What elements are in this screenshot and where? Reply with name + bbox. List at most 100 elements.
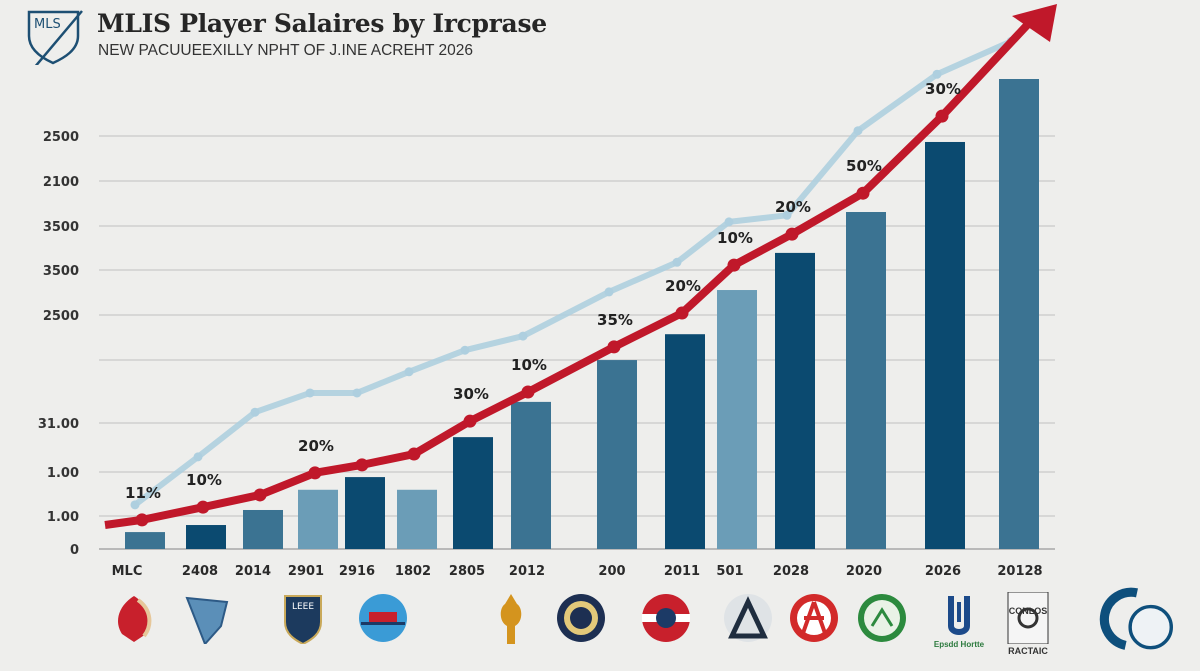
- bar-2026: [925, 141, 965, 550]
- secondary-line-point: [305, 388, 315, 398]
- secondary-line-point: [604, 287, 614, 297]
- trend-arrowhead-icon: [1012, 4, 1057, 42]
- box-ball-crest-icon: [1002, 591, 1054, 645]
- bar-20128: [999, 79, 1039, 549]
- x-tick-label: 2014: [235, 564, 271, 579]
- x-tick-label: 2805: [449, 564, 485, 579]
- spartan-helmet-crest-icon: [485, 592, 537, 644]
- chart-title: MLIS Player Salaires by Ircprase: [97, 9, 547, 38]
- navy-u-crest-caption: Epsdd Hortte: [933, 640, 985, 649]
- red-line-point: [856, 186, 870, 200]
- green-roundel-crest-icon: [856, 592, 908, 644]
- y-tick-label: 2500: [43, 309, 79, 324]
- x-tick-label: 2408: [182, 564, 218, 579]
- chart: 0 1.00 1.00 31.00 2500 3500 3500 2100 2500 MLC 240…: [38, 4, 1057, 579]
- y-tick-label: 3500: [43, 264, 79, 279]
- point-label: 30%: [453, 385, 489, 403]
- bar-MLC: [125, 532, 165, 549]
- svg-text:MLS: MLS: [34, 17, 61, 32]
- secondary-line-point: [932, 69, 942, 79]
- x-tick-label: 2012: [509, 564, 545, 579]
- point-label: 10%: [186, 471, 222, 489]
- y-tick-label: 3500: [43, 220, 79, 235]
- red-line-point: [521, 385, 535, 399]
- bar-2011: [665, 334, 705, 549]
- red-line-point: [407, 447, 421, 461]
- red-line-point: [727, 258, 741, 272]
- bar-501: [717, 290, 757, 549]
- point-label: 30%: [925, 80, 961, 98]
- bar-2916: [345, 477, 385, 549]
- red-line-point: [355, 458, 369, 472]
- bar-200: [597, 360, 637, 549]
- box-ball-crest-lettering: CONLOS RACTAIC: [1008, 606, 1048, 656]
- secondary-line-point: [460, 345, 470, 355]
- mls-logo: MLS: [27, 10, 83, 65]
- red-line-point: [196, 500, 210, 514]
- secondary-line-point: [782, 210, 792, 220]
- point-label: 50%: [846, 157, 882, 175]
- point-label: 10%: [717, 229, 753, 247]
- blue-shield-crest-icon: [183, 592, 235, 646]
- red-line-point: [253, 488, 267, 502]
- y-tick-label: 0: [70, 543, 79, 558]
- bar-2408: [186, 525, 226, 549]
- x-tick-label: MLC: [112, 564, 143, 579]
- secondary-line-point: [404, 367, 414, 377]
- x-tick-label: 20128: [997, 564, 1042, 579]
- secondary-line-point: [518, 331, 528, 341]
- y-tick-label: 1.00: [47, 510, 79, 525]
- red-circle-crest-icon: [640, 592, 692, 644]
- blue-disc-crest-icon: [357, 592, 409, 644]
- secondary-line-point: [193, 452, 203, 462]
- x-tick-label: 2916: [339, 564, 375, 579]
- point-label: 20%: [298, 437, 334, 455]
- bar-2028: [775, 252, 815, 549]
- point-label: 20%: [775, 198, 811, 216]
- x-tick-label: 2028: [773, 564, 809, 579]
- point-label: 11%: [125, 484, 161, 502]
- red-line-point: [935, 109, 949, 123]
- red-roundel-crest-icon: [788, 592, 840, 644]
- red-line-point: [463, 414, 477, 428]
- bar-2012: [511, 401, 551, 549]
- bar-2805: [453, 437, 493, 549]
- gold-ring-crest-icon: [555, 592, 607, 644]
- bar-1802: [397, 489, 437, 549]
- y-tick-label: 31.00: [38, 417, 79, 432]
- secondary-line-point: [724, 217, 734, 227]
- triangle-crest-icon: [722, 592, 774, 644]
- x-tick-label: 2020: [846, 564, 882, 579]
- x-tick-label: 2011: [664, 564, 700, 579]
- x-tick-label: 501: [716, 564, 743, 579]
- secondary-line-point: [250, 407, 260, 417]
- large-q-ball-crest-icon: [1072, 586, 1200, 650]
- secondary-line-point: [853, 126, 863, 136]
- bar-2020: [846, 212, 886, 549]
- red-leaf-crest-icon: [108, 592, 160, 644]
- x-tick-label: 2026: [925, 564, 961, 579]
- navy-u-crest-icon: [933, 592, 985, 644]
- y-tick-label: 1.00: [47, 466, 79, 481]
- secondary-line-point: [352, 388, 362, 398]
- red-line-point: [675, 306, 689, 320]
- point-label: 35%: [597, 311, 633, 329]
- svg-text:LEEE: LEEE: [292, 602, 314, 612]
- red-trend-line: [104, 19, 1033, 529]
- point-label: 10%: [511, 356, 547, 374]
- navy-shield-crest-icon: LEEE: [277, 592, 329, 646]
- secondary-line-point: [130, 500, 140, 510]
- chart-subtitle: NEW PACUUEEXILLY NPHT OF J.INE ACREHT 20…: [98, 42, 473, 59]
- secondary-line-point: [672, 257, 682, 267]
- bar-2901: [298, 489, 338, 549]
- red-line-point: [607, 340, 621, 354]
- x-tick-label: 1802: [395, 564, 431, 579]
- y-tick-label: 2500: [43, 130, 79, 145]
- red-line-point: [785, 227, 799, 241]
- x-tick-label: 2901: [288, 564, 324, 579]
- y-tick-label: 2100: [43, 175, 79, 190]
- red-line-point: [135, 513, 149, 527]
- point-label: 20%: [665, 277, 701, 295]
- x-tick-label: 200: [598, 564, 625, 579]
- bar-2014: [243, 509, 283, 549]
